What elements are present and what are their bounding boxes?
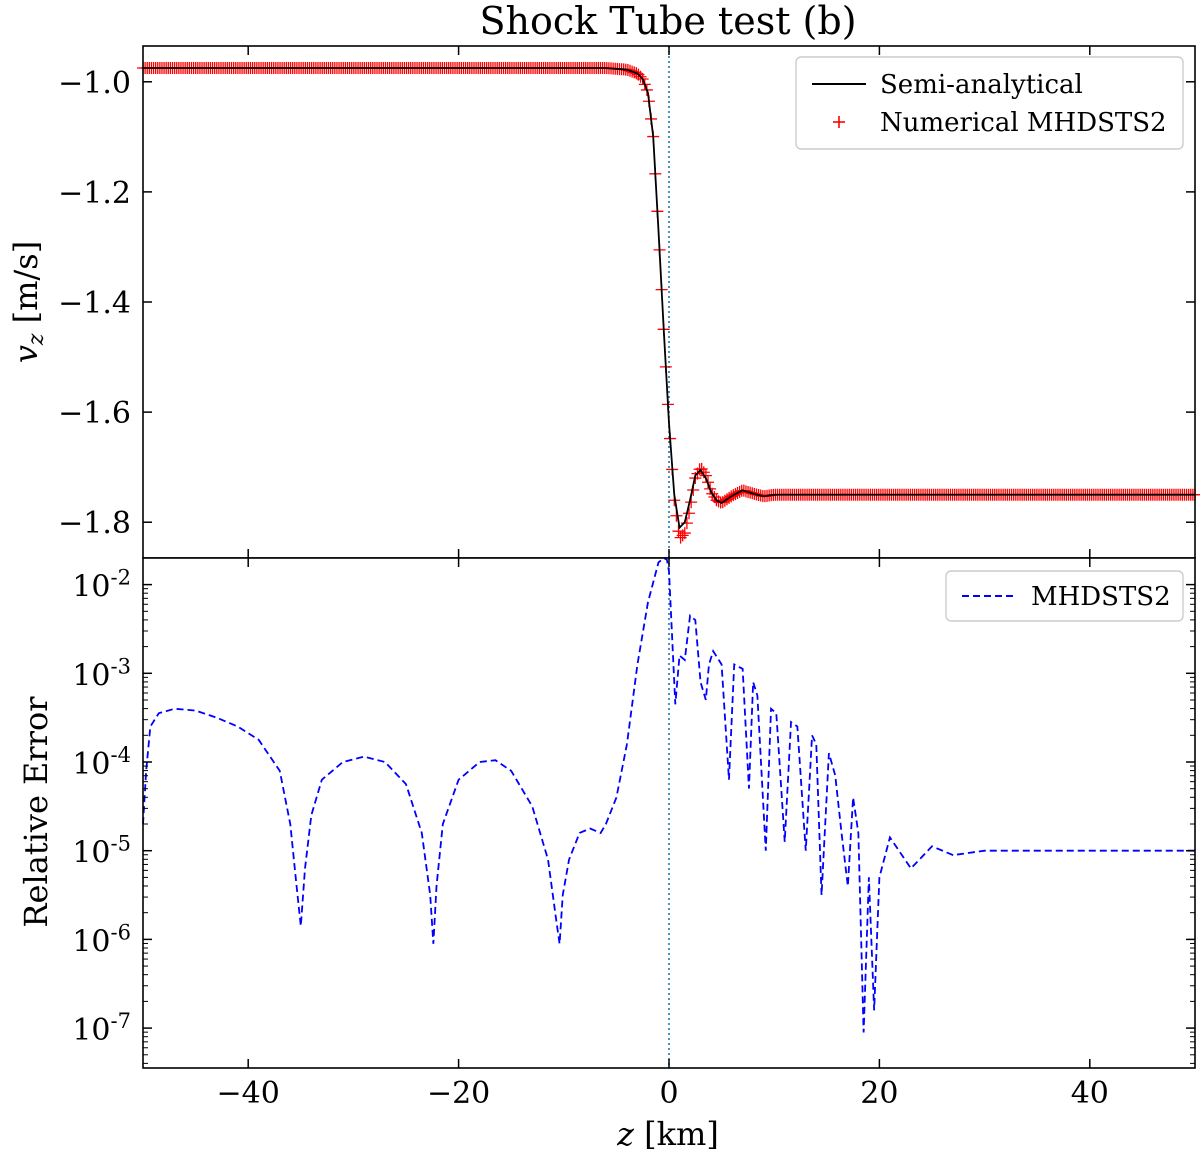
y-tick-label: 10-2 xyxy=(72,566,131,605)
x-tick-label: 20 xyxy=(860,1076,898,1111)
top-legend: Semi-analytical Numerical MHDSTS2 xyxy=(795,56,1184,150)
y-tick-label: −1.2 xyxy=(58,176,131,211)
x-tick-label: 0 xyxy=(659,1076,678,1111)
y-tick-label: 10-6 xyxy=(72,920,131,959)
x-axis-label: z [km] xyxy=(616,1115,719,1153)
bottom-y-axis-label: Relative Error xyxy=(17,696,55,928)
top-panel: −1.0 −1.2 −1.4 −1.6 −1.8 vz [m/s] Semi-analy… xyxy=(7,45,1200,559)
chart-title: Shock Tube test (b) xyxy=(479,0,856,43)
bottom-panel: 10-2 10-3 10-4 10-5 10-6 10-7 −40 −20 0 20 40 Rel… xyxy=(17,556,1196,1153)
legend-label-mhdsts2: MHDSTS2 xyxy=(1031,582,1171,612)
x-tick-label: −40 xyxy=(217,1076,280,1111)
numerical-marker xyxy=(683,507,696,520)
legend-label-numerical: Numerical MHDSTS2 xyxy=(880,108,1167,138)
legend-marker-swatch xyxy=(833,116,845,128)
bottom-series xyxy=(142,556,1195,1033)
bottom-legend-box xyxy=(945,570,1184,622)
series-relative-error-line xyxy=(142,556,1195,1033)
bottom-x-ticks: −40 −20 0 20 40 xyxy=(217,558,1109,1111)
top-x-ticks xyxy=(247,46,1091,558)
numerical-marker xyxy=(676,529,689,542)
x-tick-label: −20 xyxy=(427,1076,490,1111)
numerical-marker xyxy=(678,527,691,540)
y-tick-label: 10-7 xyxy=(72,1009,131,1048)
legend-label-semi-analytical: Semi-analytical xyxy=(880,70,1083,100)
top-y-ticks: −1.0 −1.2 −1.4 −1.6 −1.8 xyxy=(58,66,1195,541)
y-tick-label: −1.6 xyxy=(58,396,131,431)
top-legend-box xyxy=(795,56,1184,150)
series-semi-analytical-line xyxy=(143,67,1195,530)
y-tick-label: 10-4 xyxy=(72,743,131,782)
bottom-y-ticks: 10-2 10-3 10-4 10-5 10-6 10-7 xyxy=(72,566,1195,1064)
y-tick-label: 10-5 xyxy=(72,832,131,871)
bottom-axes-frame xyxy=(142,557,1196,1069)
y-tick-label: 10-3 xyxy=(72,654,131,693)
bottom-legend: MHDSTS2 xyxy=(945,570,1184,622)
x-tick-label: 40 xyxy=(1071,1076,1109,1111)
top-y-axis-label: vz [m/s] xyxy=(7,241,49,363)
y-tick-label: −1.8 xyxy=(58,506,131,541)
y-tick-label: −1.0 xyxy=(58,66,131,101)
y-tick-label: −1.4 xyxy=(58,286,131,321)
top-series xyxy=(137,62,1200,544)
